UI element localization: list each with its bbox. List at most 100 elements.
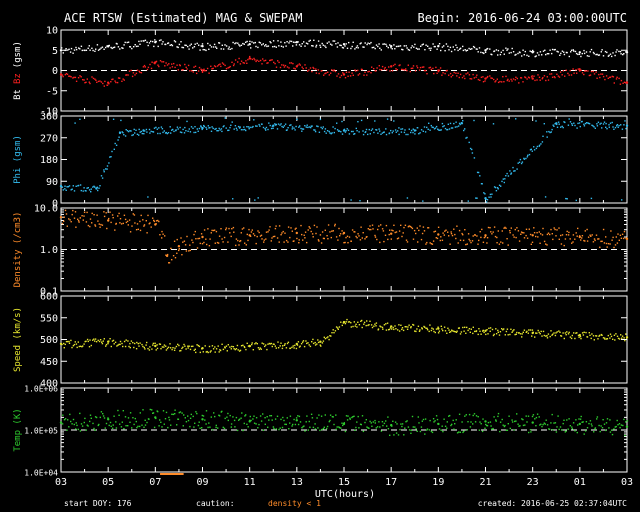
data-point [451, 127, 454, 129]
data-point [480, 51, 482, 54]
data-point [572, 68, 574, 70]
data-point [546, 131, 548, 133]
data-point [365, 128, 368, 131]
data-point [503, 53, 505, 55]
data-point [268, 122, 270, 124]
data-point [152, 344, 154, 346]
data-point [294, 344, 296, 347]
data-marker [342, 129, 346, 132]
data-point [107, 417, 109, 419]
data-point [395, 432, 398, 434]
data-point [432, 126, 434, 129]
data-point [374, 422, 376, 424]
data-point [185, 44, 187, 47]
data-point [71, 423, 73, 425]
data-marker [578, 235, 581, 239]
data-point [293, 418, 295, 421]
data-point [284, 42, 286, 44]
data-point [111, 340, 114, 342]
data-point [386, 69, 388, 71]
data-point [586, 55, 589, 57]
data-point [289, 124, 291, 127]
data-point [626, 420, 629, 422]
data-point [160, 126, 163, 128]
data-marker [578, 69, 581, 72]
data-point [515, 333, 517, 335]
data-point [570, 51, 572, 53]
data-point [463, 430, 465, 432]
data-point [112, 46, 115, 49]
data-point [68, 342, 71, 344]
data-point [174, 257, 177, 259]
data-point [404, 326, 406, 328]
data-point [169, 343, 171, 345]
data-point [223, 427, 226, 430]
data-point [101, 341, 103, 343]
data-point [201, 43, 204, 45]
data-point [450, 233, 453, 235]
data-point [502, 49, 504, 52]
data-point [72, 185, 74, 187]
data-point [378, 128, 380, 130]
y-axis-label: BtBz(gsm) [13, 41, 23, 100]
data-point [398, 45, 400, 47]
data-point [476, 197, 478, 199]
data-point [164, 132, 167, 134]
data-point [605, 242, 608, 245]
data-point [414, 330, 416, 332]
data-point [115, 42, 118, 45]
data-marker [154, 223, 157, 226]
data-point [298, 242, 300, 244]
y-tick-label: 0.1 [40, 287, 58, 298]
data-point [539, 424, 541, 426]
data-point [443, 326, 446, 328]
data-point [566, 419, 568, 421]
data-point [152, 412, 155, 414]
data-point [385, 420, 387, 422]
data-point [162, 41, 164, 43]
data-point [253, 119, 255, 121]
data-point [480, 236, 482, 239]
data-point [437, 326, 439, 328]
data-point [246, 233, 248, 236]
data-point [158, 65, 160, 68]
data-point [521, 333, 523, 335]
data-point [553, 49, 555, 51]
data-point [183, 240, 186, 242]
data-point [137, 228, 139, 230]
data-marker [531, 234, 534, 237]
data-point [505, 429, 508, 431]
data-marker [295, 65, 298, 68]
data-point [319, 44, 321, 47]
data-point [436, 418, 439, 421]
data-point [240, 232, 242, 234]
data-point [207, 426, 209, 429]
data-point [451, 329, 453, 331]
data-point [307, 43, 309, 45]
data-point [595, 234, 598, 236]
y-tick-label: 400 [40, 379, 58, 390]
data-point [573, 332, 575, 334]
data-point [378, 225, 380, 227]
data-point [492, 427, 494, 430]
data-point [336, 122, 338, 124]
data-point [212, 229, 215, 232]
data-point [583, 52, 586, 55]
y-tick-label: 500 [40, 335, 58, 346]
data-point [242, 429, 244, 432]
data-point [238, 418, 241, 420]
data-point [205, 410, 208, 412]
data-point [383, 43, 386, 45]
data-point [63, 216, 65, 218]
data-point [209, 126, 211, 129]
data-point [543, 75, 546, 77]
data-point [181, 347, 183, 350]
data-point [181, 69, 183, 71]
data-point [309, 39, 311, 42]
data-point [607, 334, 609, 337]
data-point [216, 130, 218, 132]
data-point [410, 327, 412, 329]
data-point [347, 75, 349, 77]
data-point [354, 231, 356, 233]
data-point [304, 237, 306, 239]
